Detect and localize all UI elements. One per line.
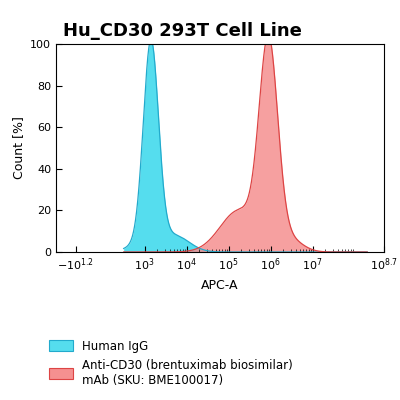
Text: Hu_CD30 293T Cell Line: Hu_CD30 293T Cell Line	[62, 22, 302, 40]
X-axis label: APC-A: APC-A	[201, 279, 239, 292]
Legend: Human IgG, Anti-CD30 (brentuximab biosimilar)
mAb (SKU: BME100017): Human IgG, Anti-CD30 (brentuximab biosim…	[46, 336, 297, 390]
Y-axis label: Count [%]: Count [%]	[12, 116, 24, 180]
